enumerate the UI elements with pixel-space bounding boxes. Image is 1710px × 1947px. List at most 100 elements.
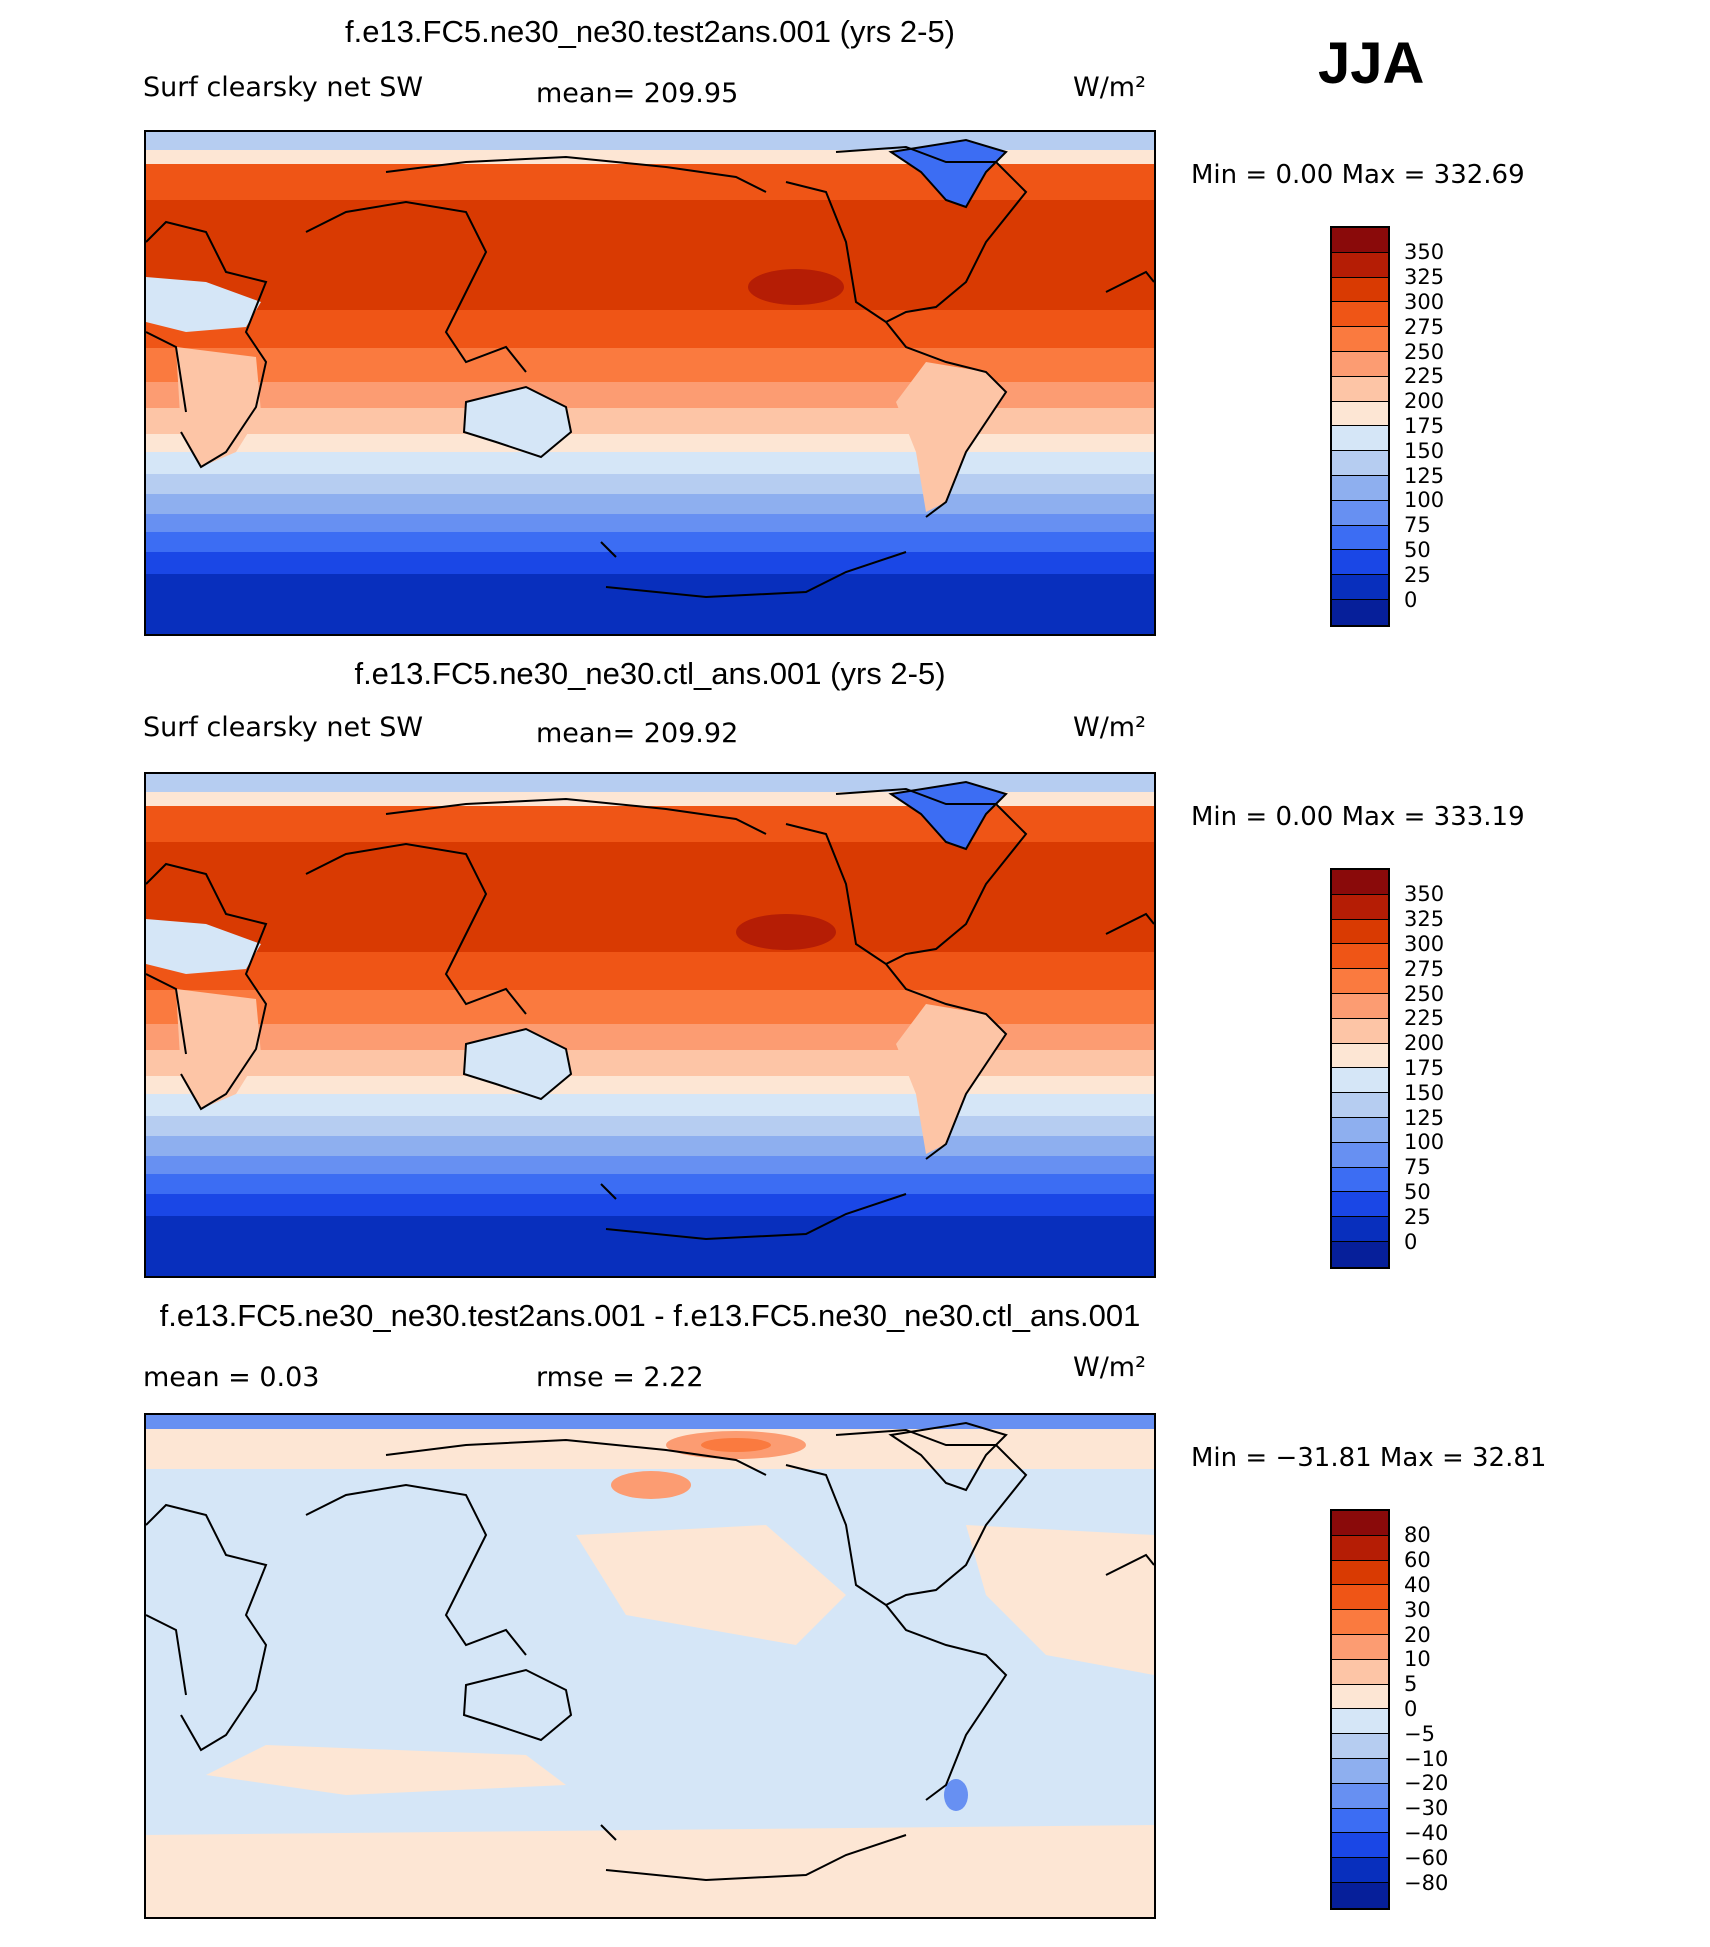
colorbar-tick-label: 10 xyxy=(1404,1647,1431,1672)
colorbar-swatch xyxy=(1332,944,1388,970)
band-south-mid4 xyxy=(146,1136,1154,1156)
colorbar-swatch xyxy=(1332,1833,1388,1859)
panel-3-minmax: Min = −31.81 Max = 32.81 xyxy=(1191,1443,1547,1473)
colorbar-tick-label: 125 xyxy=(1404,1105,1445,1130)
band-south-mid2 xyxy=(146,452,1154,474)
colorbar-tick-label: 40 xyxy=(1404,1572,1431,1597)
band-south-sub xyxy=(146,408,1154,434)
colorbar-swatch xyxy=(1332,1610,1388,1635)
colorbar-swatch xyxy=(1332,1018,1388,1044)
colorbar-swatch xyxy=(1332,1709,1388,1735)
africa-south-region xyxy=(176,989,261,1109)
colorbar-swatch xyxy=(1332,599,1388,625)
band-south-mid3 xyxy=(146,1116,1154,1136)
colorbar-tick-label: 200 xyxy=(1404,389,1445,414)
colorbar-swatch xyxy=(1332,1684,1388,1710)
panel-1-minmax: Min = 0.00 Max = 332.69 xyxy=(1191,160,1525,190)
panel-1-variable: Surf clearsky net SW xyxy=(143,72,424,103)
southern-positive xyxy=(146,1825,1154,1917)
band-north-sub xyxy=(146,952,1154,990)
colorbar-tick-label: 350 xyxy=(1404,882,1445,907)
colorbar-swatch xyxy=(1332,870,1388,895)
panel-3-colorbar xyxy=(1330,1509,1390,1910)
band-south-high1 xyxy=(146,1156,1154,1174)
band-south-mid1 xyxy=(146,1076,1154,1094)
colorbar-tick-label: 30 xyxy=(1404,1597,1431,1622)
colorbar-tick-label: 25 xyxy=(1404,562,1431,587)
colorbar-swatch xyxy=(1332,1241,1388,1267)
colorbar-swatch xyxy=(1332,351,1388,377)
colorbar-tick-label: 175 xyxy=(1404,413,1445,438)
panel-3-units: W/m² xyxy=(1073,1352,1146,1383)
colorbar-tick-label: 75 xyxy=(1404,1155,1431,1180)
panel-1-mean: mean= 209.95 xyxy=(536,78,739,109)
colorbar-tick-label: 250 xyxy=(1404,981,1445,1006)
colorbar-swatch xyxy=(1332,1560,1388,1586)
colorbar-swatch xyxy=(1332,277,1388,303)
southern-mid-positive xyxy=(206,1745,566,1795)
colorbar-swatch xyxy=(1332,993,1388,1019)
panel-1-colorbar xyxy=(1330,226,1390,627)
panel-2-minmax: Min = 0.00 Max = 333.19 xyxy=(1191,802,1525,832)
colorbar-tick-label: 275 xyxy=(1404,956,1445,981)
panel-2-title: f.e13.FC5.ne30_ne30.ctl_ans.001 (yrs 2-5… xyxy=(354,656,946,691)
colorbar-tick-label: −40 xyxy=(1404,1820,1449,1845)
colorbar-tick-label: 300 xyxy=(1404,289,1445,314)
colorbar-swatch xyxy=(1332,1758,1388,1784)
panel-3-mean: mean = 0.03 xyxy=(143,1362,320,1393)
colorbar-tick-label: 100 xyxy=(1404,488,1445,513)
arctic-negative xyxy=(146,1415,1154,1429)
band-south-high2 xyxy=(146,532,1154,552)
colorbar-swatch xyxy=(1332,1167,1388,1193)
colorbar-swatch xyxy=(1332,302,1388,328)
patagonia-negative xyxy=(944,1779,968,1811)
colorbar-tick-label: 100 xyxy=(1404,1130,1445,1155)
band-south-mid3 xyxy=(146,474,1154,494)
colorbar-swatch xyxy=(1332,575,1388,600)
colorbar-swatch xyxy=(1332,500,1388,526)
colorbar-tick-label: 50 xyxy=(1404,537,1431,562)
colorbar-tick-label: −30 xyxy=(1404,1796,1449,1821)
colorbar-tick-label: 300 xyxy=(1404,931,1445,956)
panel-3-title: f.e13.FC5.ne30_ne30.test2ans.001 - f.e13… xyxy=(159,1298,1141,1333)
colorbar-swatch xyxy=(1332,919,1388,945)
panel-1-map-svg xyxy=(146,132,1154,634)
colorbar-tick-label: 0 xyxy=(1404,587,1418,612)
band-arctic xyxy=(146,774,1154,792)
colorbar-swatch xyxy=(1332,1783,1388,1809)
colorbar-tick-label: −80 xyxy=(1404,1870,1449,1895)
colorbar-tick-label: 50 xyxy=(1404,1179,1431,1204)
pacific-positive xyxy=(576,1525,846,1645)
colorbar-tick-label: −20 xyxy=(1404,1771,1449,1796)
colorbar-swatch xyxy=(1332,1535,1388,1561)
colorbar-tick-label: 125 xyxy=(1404,463,1445,488)
band-south-high1 xyxy=(146,514,1154,532)
colorbar-tick-label: 60 xyxy=(1404,1548,1431,1573)
colorbar-tick-label: 350 xyxy=(1404,240,1445,265)
colorbar-tick-label: −5 xyxy=(1404,1721,1435,1746)
colorbar-swatch xyxy=(1332,228,1388,253)
band-north-mid xyxy=(146,200,1154,310)
colorbar-swatch xyxy=(1332,1068,1388,1094)
panel-1-title: f.e13.FC5.ne30_ne30.test2ans.001 (yrs 2-… xyxy=(344,14,956,49)
colorbar-swatch xyxy=(1332,475,1388,501)
panel-2-map-svg xyxy=(146,774,1154,1276)
band-south-high3 xyxy=(146,1194,1154,1216)
sahara-region xyxy=(146,919,261,974)
band-south-mid2 xyxy=(146,1094,1154,1116)
colorbar-tick-label: 20 xyxy=(1404,1622,1431,1647)
africa-south-region xyxy=(176,347,261,467)
atlantic-positive xyxy=(966,1525,1154,1675)
panel-2-map xyxy=(144,772,1156,1278)
panel-2-mean: mean= 209.92 xyxy=(536,718,739,749)
colorbar-tick-label: 75 xyxy=(1404,513,1431,538)
colorbar-tick-label: 0 xyxy=(1404,1696,1418,1721)
colorbar-tick-label: 225 xyxy=(1404,1006,1445,1031)
sahara-region xyxy=(146,277,261,332)
colorbar-swatch xyxy=(1332,894,1388,920)
band-south-sub xyxy=(146,1050,1154,1076)
panel-2-variable: Surf clearsky net SW xyxy=(143,712,424,743)
panel-3-rmse: rmse = 2.22 xyxy=(536,1362,704,1393)
colorbar-swatch xyxy=(1332,1634,1388,1660)
colorbar-tick-label: 200 xyxy=(1404,1031,1445,1056)
